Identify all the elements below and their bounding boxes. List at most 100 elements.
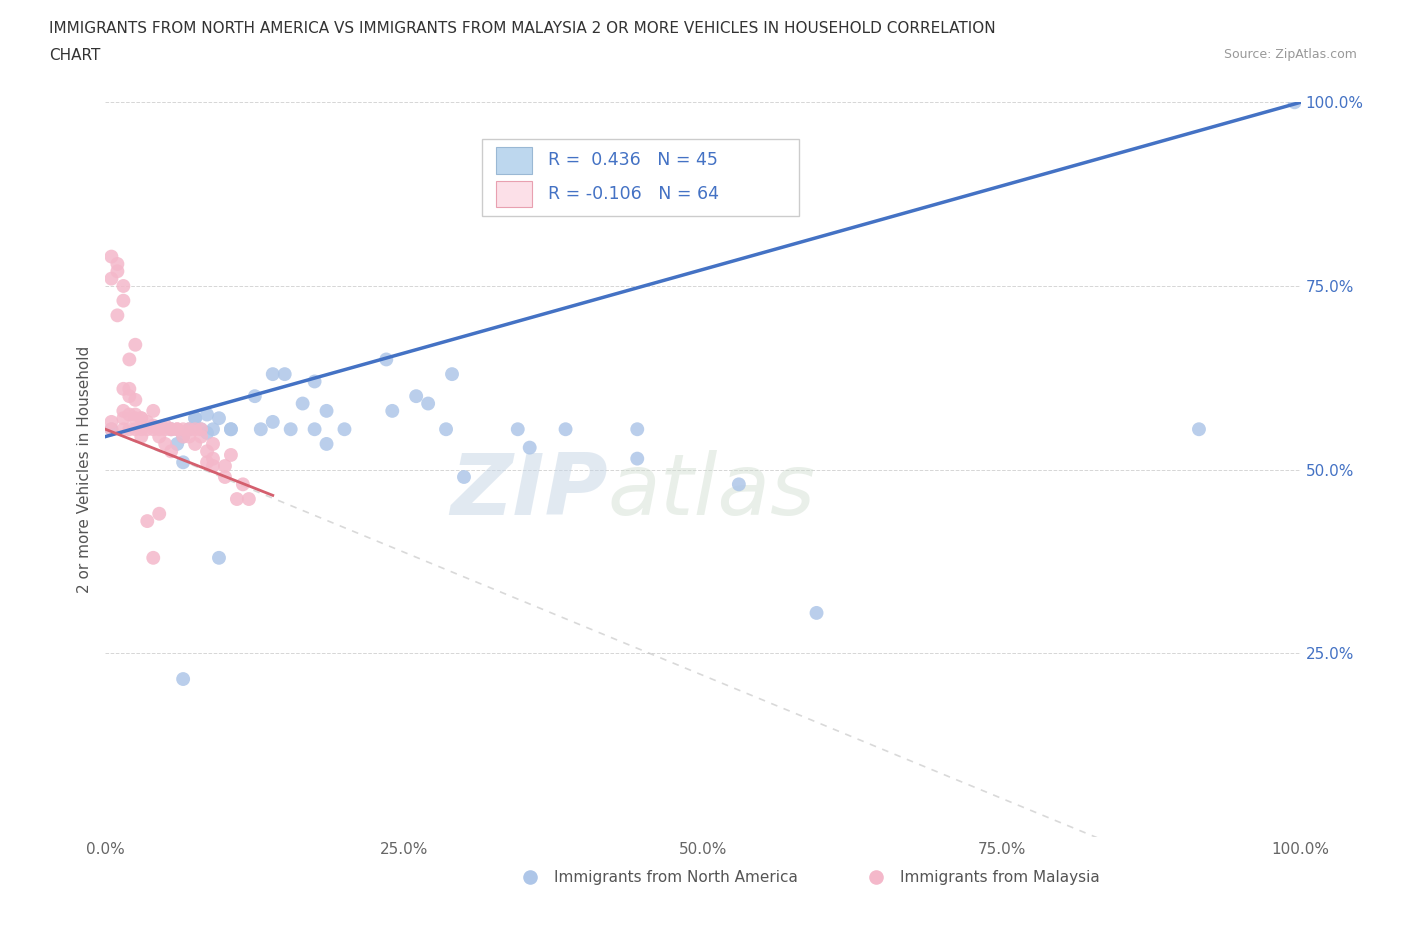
Text: Source: ZipAtlas.com: Source: ZipAtlas.com [1223, 48, 1357, 61]
Point [440, 366, 463, 381]
Text: IMMIGRANTS FROM NORTH AMERICA VS IMMIGRANTS FROM MALAYSIA 2 OR MORE VEHICLES IN : IMMIGRANTS FROM NORTH AMERICA VS IMMIGRA… [49, 21, 995, 36]
Point [273, 366, 295, 381]
Point [172, 429, 194, 444]
Point [112, 279, 135, 294]
Point [184, 422, 207, 437]
Text: ZIP: ZIP [450, 450, 607, 533]
Point [219, 422, 242, 437]
Point [434, 422, 457, 437]
Point [453, 470, 475, 485]
Point [208, 551, 231, 565]
Text: R = -0.106   N = 64: R = -0.106 N = 64 [547, 185, 718, 203]
Point [202, 451, 225, 466]
Point [142, 422, 165, 437]
Point [177, 422, 201, 437]
Point [166, 422, 188, 437]
Point [129, 411, 153, 426]
Point [806, 605, 828, 620]
Point [100, 272, 122, 286]
Point [1284, 95, 1306, 110]
Point [626, 422, 648, 437]
Point [405, 389, 427, 404]
Point [118, 422, 141, 437]
Point [304, 374, 326, 389]
Bar [496, 181, 531, 207]
Point [136, 422, 159, 437]
Point [190, 429, 212, 444]
Point [112, 381, 135, 396]
Point [107, 308, 129, 323]
Point [208, 411, 231, 426]
Point [219, 447, 242, 462]
Point [250, 422, 273, 437]
FancyBboxPatch shape [482, 139, 799, 216]
Point [172, 455, 194, 470]
Point [280, 422, 302, 437]
Text: R =  0.436   N = 45: R = 0.436 N = 45 [547, 152, 717, 169]
Point [315, 404, 337, 418]
Point [148, 506, 170, 521]
Point [100, 415, 122, 430]
Point [177, 429, 201, 444]
Point [112, 422, 135, 437]
Point [129, 411, 153, 426]
Point [153, 422, 177, 437]
Point [195, 455, 218, 470]
Point [219, 422, 242, 437]
Point [112, 411, 135, 426]
Point [142, 551, 165, 565]
Point [375, 352, 398, 367]
Point [304, 422, 326, 437]
Point [195, 426, 218, 441]
Point [148, 422, 170, 437]
Point [107, 257, 129, 272]
Point [160, 422, 183, 437]
Point [142, 418, 165, 433]
Point [172, 422, 194, 437]
Point [124, 392, 146, 407]
Point [243, 389, 266, 404]
Point [225, 492, 249, 507]
Point [195, 407, 218, 422]
Point [129, 429, 153, 444]
Point [381, 404, 404, 418]
Point [136, 415, 159, 430]
Point [333, 422, 356, 437]
Point [160, 444, 183, 458]
Point [626, 451, 648, 466]
Point [291, 396, 314, 411]
Point [190, 422, 212, 437]
Point [118, 407, 141, 422]
Point [100, 422, 122, 437]
Point [107, 264, 129, 279]
Point [728, 477, 751, 492]
Point [262, 415, 284, 430]
Point [202, 458, 225, 473]
Point [202, 436, 225, 451]
Point [195, 444, 218, 458]
Point [148, 429, 170, 444]
Point [153, 418, 177, 433]
Point [166, 422, 188, 437]
Point [129, 422, 153, 437]
Y-axis label: 2 or more Vehicles in Household: 2 or more Vehicles in Household [76, 346, 91, 593]
Point [1188, 422, 1211, 437]
Point [118, 381, 141, 396]
Point [124, 422, 146, 437]
Point [190, 422, 212, 437]
Point [315, 436, 337, 451]
Point [166, 436, 188, 451]
Point [118, 389, 141, 404]
Point [124, 407, 146, 422]
Point [160, 422, 183, 437]
Point [519, 440, 541, 455]
Point [184, 411, 207, 426]
Point [184, 436, 207, 451]
Point [202, 422, 225, 437]
Point [172, 429, 194, 444]
Text: Immigrants from Malaysia: Immigrants from Malaysia [900, 870, 1099, 885]
Point [100, 422, 122, 437]
Text: Immigrants from North America: Immigrants from North America [554, 870, 797, 885]
Point [232, 477, 254, 492]
Point [172, 671, 194, 686]
